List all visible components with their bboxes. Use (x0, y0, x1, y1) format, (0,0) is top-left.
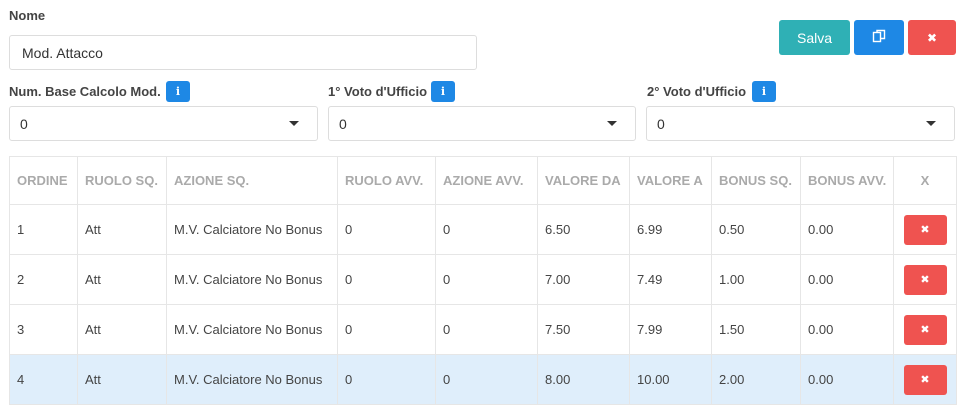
vote2-info-button[interactable]: i (752, 81, 776, 102)
save-button[interactable]: Salva (779, 20, 850, 55)
name-input[interactable] (9, 35, 477, 70)
close-icon: ✖ (920, 274, 930, 286)
table-header-row: ORDINE RUOLO SQ. AZIONE SQ. RUOLO AVV. A… (9, 156, 957, 205)
cell-ruolo-sq: Att (77, 254, 167, 305)
cell-ordine: 3 (9, 304, 78, 355)
cell-valore-a: 7.49 (629, 254, 712, 305)
delete-row-button[interactable]: ✖ (903, 364, 947, 395)
base-calc-info-button[interactable]: i (166, 81, 190, 102)
delete-row-button[interactable]: ✖ (903, 314, 947, 345)
vote2-label: 2° Voto d'Ufficio (647, 84, 747, 99)
cell-bonus-avv: 0.00 (800, 354, 894, 405)
copy-button[interactable] (854, 20, 904, 55)
header-valore-da[interactable]: VALORE DA (537, 156, 630, 205)
cell-delete: ✖ (893, 254, 957, 305)
cell-ruolo-avv: 0 (337, 354, 436, 405)
close-icon: ✖ (920, 324, 930, 336)
cell-bonus-avv: 0.00 (800, 304, 894, 355)
cell-bonus-avv: 0.00 (800, 254, 894, 305)
cell-azione-avv: 0 (435, 254, 538, 305)
cell-azione-avv: 0 (435, 354, 538, 405)
cell-bonus-sq: 1.00 (711, 254, 801, 305)
vote2-select[interactable]: 0 (646, 106, 955, 141)
header-azione-sq[interactable]: AZIONE SQ. (166, 156, 338, 205)
cell-ruolo-avv: 0 (337, 204, 436, 255)
cell-ordine: 1 (9, 204, 78, 255)
info-icon: i (175, 85, 181, 98)
close-icon: ✖ (926, 30, 938, 45)
header-azione-avv[interactable]: AZIONE AVV. (435, 156, 538, 205)
chevron-down-icon (289, 121, 299, 126)
info-icon: i (440, 85, 446, 98)
cell-azione-sq: M.V. Calciatore No Bonus (166, 254, 338, 305)
header-ruolo-avv[interactable]: RUOLO AVV. (337, 156, 436, 205)
cell-ruolo-avv: 0 (337, 254, 436, 305)
cell-valore-a: 6.99 (629, 204, 712, 255)
delete-row-button[interactable]: ✖ (903, 214, 947, 245)
cell-azione-avv: 0 (435, 304, 538, 355)
delete-row-button[interactable]: ✖ (903, 264, 947, 295)
header-ruolo-sq[interactable]: RUOLO SQ. (77, 156, 167, 205)
cell-valore-da: 8.00 (537, 354, 630, 405)
info-icon: i (761, 85, 767, 98)
cell-valore-da: 7.00 (537, 254, 630, 305)
chevron-down-icon (607, 121, 617, 126)
header-ordine[interactable]: ORDINE (9, 156, 78, 205)
header-bonus-sq[interactable]: BONUS SQ. (711, 156, 801, 205)
base-calc-select[interactable]: 0 (9, 106, 318, 141)
vote2-value: 0 (657, 115, 665, 132)
header-x: X (893, 156, 957, 205)
name-label: Nome (9, 8, 46, 23)
table-row[interactable]: 1 Att M.V. Calciatore No Bonus 0 0 6.50 … (9, 204, 957, 255)
cell-delete: ✖ (893, 204, 957, 255)
cell-ruolo-sq: Att (77, 354, 167, 405)
cell-valore-a: 10.00 (629, 354, 712, 405)
cell-azione-sq: M.V. Calciatore No Bonus (166, 354, 338, 405)
cell-bonus-sq: 0.50 (711, 204, 801, 255)
cell-ruolo-sq: Att (77, 204, 167, 255)
copy-icon (872, 29, 886, 46)
chevron-down-icon (926, 121, 936, 126)
cell-valore-a: 7.99 (629, 304, 712, 355)
base-calc-value: 0 (20, 115, 28, 132)
table-row-highlighted[interactable]: 4 Att M.V. Calciatore No Bonus 0 0 8.00 … (9, 354, 957, 405)
cell-azione-sq: M.V. Calciatore No Bonus (166, 204, 338, 255)
cell-ordine: 2 (9, 254, 78, 305)
cell-ruolo-avv: 0 (337, 304, 436, 355)
base-calc-label: Num. Base Calcolo Mod. (9, 84, 161, 99)
cell-azione-sq: M.V. Calciatore No Bonus (166, 304, 338, 355)
cell-delete: ✖ (893, 354, 957, 405)
close-button[interactable]: ✖ (908, 20, 956, 55)
vote1-info-button[interactable]: i (431, 81, 455, 102)
close-icon: ✖ (920, 224, 930, 236)
vote1-value: 0 (339, 115, 347, 132)
header-valore-a[interactable]: VALORE A (629, 156, 712, 205)
vote1-select[interactable]: 0 (328, 106, 636, 141)
cell-bonus-sq: 1.50 (711, 304, 801, 355)
cell-ruolo-sq: Att (77, 304, 167, 355)
cell-bonus-avv: 0.00 (800, 204, 894, 255)
close-icon: ✖ (920, 374, 930, 386)
cell-azione-avv: 0 (435, 204, 538, 255)
vote1-label: 1° Voto d'Ufficio (328, 84, 428, 99)
table-row[interactable]: 2 Att M.V. Calciatore No Bonus 0 0 7.00 … (9, 254, 957, 305)
cell-ordine: 4 (9, 354, 78, 405)
cell-bonus-sq: 2.00 (711, 354, 801, 405)
header-bonus-avv[interactable]: BONUS AVV. (800, 156, 894, 205)
table-row[interactable]: 3 Att M.V. Calciatore No Bonus 0 0 7.50 … (9, 304, 957, 355)
cell-valore-da: 6.50 (537, 204, 630, 255)
cell-delete: ✖ (893, 304, 957, 355)
bonus-table: ORDINE RUOLO SQ. AZIONE SQ. RUOLO AVV. A… (9, 156, 957, 405)
cell-valore-da: 7.50 (537, 304, 630, 355)
